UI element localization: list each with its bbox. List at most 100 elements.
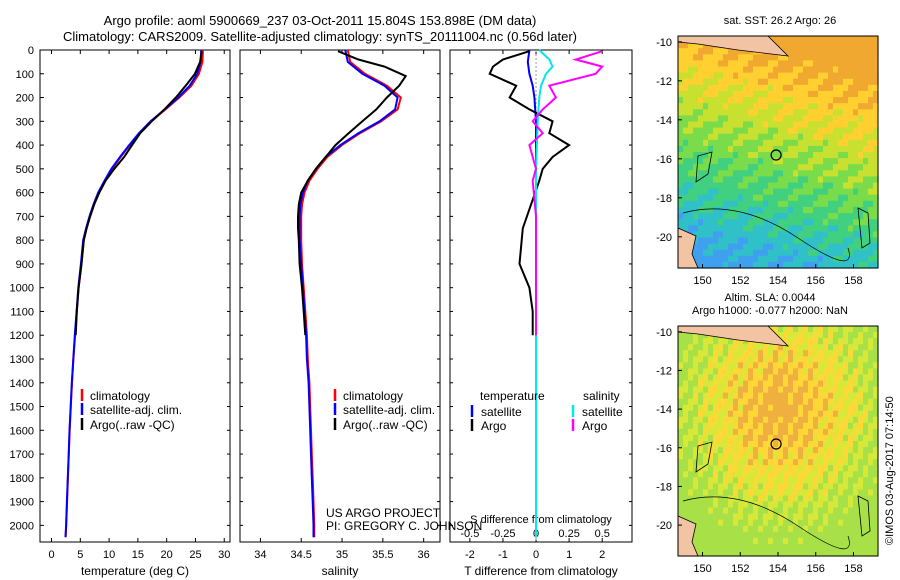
map-cell — [728, 78, 734, 86]
map-cell — [688, 447, 694, 454]
map-cell — [798, 525, 804, 533]
map-cell — [833, 182, 839, 190]
map-cell — [813, 483, 819, 491]
map-cell — [683, 453, 689, 460]
map-cell — [803, 465, 809, 472]
map-cell — [843, 84, 849, 92]
map-cell — [833, 453, 839, 460]
map-cell — [828, 543, 834, 551]
map-cell — [853, 200, 859, 208]
map-cell — [873, 380, 879, 388]
map-cell — [803, 164, 809, 171]
map-cell — [853, 261, 859, 269]
map-cell — [758, 428, 764, 436]
x-tick-label: 1 — [566, 549, 572, 561]
map-cell — [748, 501, 754, 509]
map-cell — [848, 380, 854, 388]
map-cell — [773, 531, 779, 539]
map-cell — [863, 182, 869, 190]
map-cell — [833, 374, 839, 382]
map-cell — [678, 72, 684, 80]
map-cell — [818, 42, 824, 49]
map-cell — [693, 501, 699, 509]
map-cell — [848, 182, 854, 190]
legend-title-salinity: salinity — [583, 389, 620, 403]
map-cell — [843, 477, 849, 484]
map-cell — [778, 36, 784, 43]
map-cell — [783, 219, 789, 226]
map-cell — [693, 145, 699, 153]
map-cell — [853, 477, 859, 484]
map-cell — [678, 453, 684, 460]
map-cell — [868, 441, 874, 448]
map-cell — [703, 243, 709, 251]
map-cell — [678, 410, 684, 418]
map-cell — [843, 338, 849, 345]
map-cell — [753, 231, 759, 239]
map-cell — [743, 447, 749, 454]
map-cell — [728, 495, 734, 503]
map-cell — [853, 344, 859, 351]
map-cell — [693, 237, 699, 245]
map-cell — [738, 338, 744, 345]
map-cell — [838, 434, 844, 442]
map-cell — [863, 344, 869, 351]
map-cell — [823, 507, 829, 515]
map-cell — [793, 422, 799, 430]
map-cell — [728, 501, 734, 509]
map-cell — [818, 249, 824, 257]
map-cell — [873, 459, 879, 466]
map-cell — [768, 133, 774, 141]
map-cell — [758, 213, 764, 220]
map-cell — [783, 78, 789, 86]
map-cell — [803, 386, 809, 394]
map-cell — [723, 404, 729, 412]
map-cell — [773, 356, 779, 363]
map-cell — [743, 255, 749, 263]
map-cell — [708, 398, 714, 406]
map-cell — [733, 237, 739, 245]
map-cell — [828, 410, 834, 418]
map-cell — [803, 170, 809, 177]
map-cell — [858, 344, 864, 351]
map-cell — [708, 158, 714, 165]
map-cell — [738, 66, 744, 74]
map-cell — [848, 255, 854, 263]
map-cell — [803, 237, 809, 245]
map-cell — [793, 152, 799, 159]
map-cell — [703, 543, 709, 551]
map-cell — [738, 54, 744, 61]
map-cell — [753, 350, 759, 357]
map-cell — [833, 60, 839, 68]
map-cell — [793, 66, 799, 74]
map-cell — [748, 158, 754, 165]
sla-float-marker — [770, 438, 782, 450]
map-cell — [728, 380, 734, 388]
map-cell — [713, 219, 719, 226]
map-cell — [778, 249, 784, 257]
map-cell — [758, 219, 764, 226]
map-cell — [768, 356, 774, 363]
map-cell — [853, 507, 859, 515]
map-cell — [873, 404, 879, 412]
map-cell — [793, 249, 799, 257]
map-cell — [858, 549, 864, 557]
map-cell — [773, 453, 779, 460]
map-cell — [738, 428, 744, 436]
map-cell — [713, 97, 719, 104]
sst-lon-label: 158 — [844, 275, 862, 287]
map-cell — [818, 206, 824, 214]
map-cell — [833, 380, 839, 388]
map-cell — [793, 362, 799, 369]
map-cell — [823, 338, 829, 345]
map-cell — [773, 422, 779, 430]
map-cell — [718, 72, 724, 80]
map-cell — [688, 471, 694, 478]
map-cell — [828, 206, 834, 214]
map-cell — [838, 428, 844, 436]
map-cell — [748, 489, 754, 497]
map-cell — [813, 453, 819, 460]
map-cell — [713, 78, 719, 86]
map-cell — [798, 501, 804, 509]
map-cell — [713, 145, 719, 153]
